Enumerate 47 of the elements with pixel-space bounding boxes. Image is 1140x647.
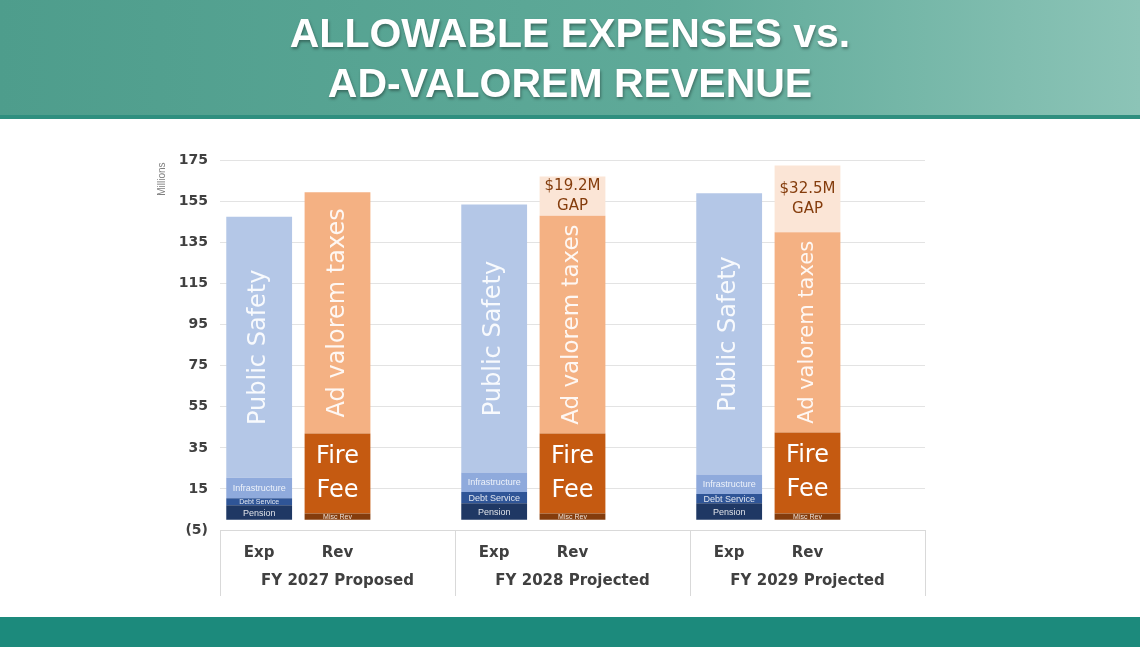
text: Pension: [712, 506, 746, 517]
bar: [774, 232, 841, 433]
x-tick-label: Rev: [791, 542, 824, 561]
y-tick-label: 175: [178, 151, 208, 168]
text: Infrastructure: [232, 482, 286, 493]
data-label: $19.2M GAP: [544, 176, 601, 215]
y-tick-label: 95: [188, 315, 208, 332]
bar: [696, 503, 763, 520]
y-tick-label: 55: [188, 397, 208, 414]
text: Debt Service: [703, 493, 755, 504]
text: FY 2028 Projected: [495, 570, 650, 589]
bar: [696, 193, 763, 475]
series-label: Fire Fee: [316, 440, 359, 503]
x-tick-label: Exp: [243, 542, 275, 561]
text: FY 2029 Projected: [730, 570, 885, 589]
text: Ad valorem taxes: [321, 208, 350, 418]
text: Public Safety: [478, 260, 507, 417]
y-tick-label: 115: [178, 274, 208, 291]
x-tick-label: Rev: [556, 542, 589, 561]
text: Public Safety: [713, 256, 742, 412]
bar: [226, 505, 293, 520]
y-tick-label: 75: [188, 356, 208, 373]
text: Pension: [477, 506, 511, 517]
text: Infrastructure: [702, 479, 756, 490]
data-label: $32.5M GAP: [779, 178, 836, 217]
y-tick-label: 15: [188, 479, 208, 496]
text: Debt Service: [468, 492, 520, 503]
x-tick-label: Exp: [478, 542, 510, 561]
x-tick-label: Rev: [321, 542, 354, 561]
x-tick-label: Exp: [713, 542, 745, 561]
text: FY 2027 Proposed: [261, 570, 414, 589]
bar: [461, 503, 528, 520]
series-label: Public Safety: [243, 269, 272, 425]
bar: [461, 204, 528, 473]
series-label: Ad valorem taxes: [793, 240, 818, 424]
chart-title: ALLOWABLE EXPENSES vs. AD-VALOREM REVENUE: [288, 9, 852, 108]
text: Ad valorem taxes: [557, 224, 584, 425]
series-label: Infrastructure: [467, 477, 521, 488]
y-tick-label: 155: [178, 192, 208, 209]
series-label: Pension: [242, 507, 276, 518]
y-tick-label: 135: [178, 233, 208, 250]
y-tick-label: 35: [188, 438, 208, 455]
text: Fire Fee: [551, 440, 594, 503]
y-axis-title: Millions: [155, 162, 167, 196]
y-tick-label: (5): [185, 520, 208, 537]
text: Fire Fee: [786, 440, 829, 503]
bar: [226, 216, 293, 478]
